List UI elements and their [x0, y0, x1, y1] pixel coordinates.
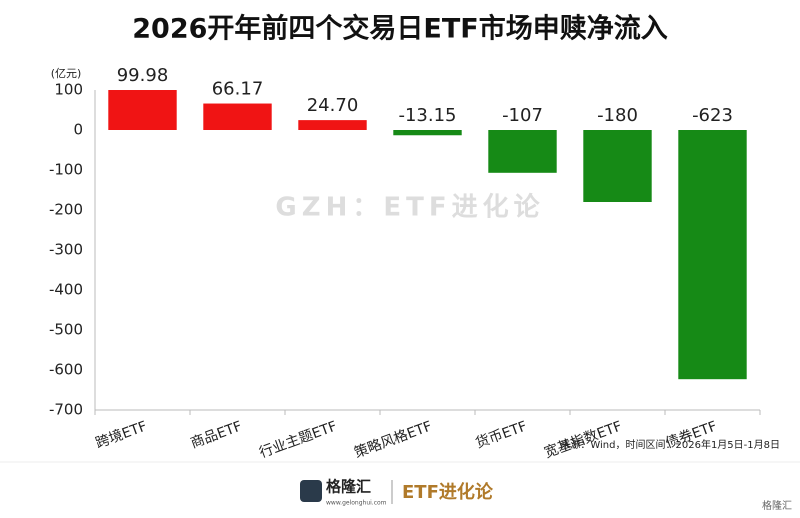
data-label: -180 — [597, 105, 638, 126]
footer-brand: ETF进化论 — [402, 481, 494, 503]
data-label: 99.98 — [117, 65, 169, 86]
bar — [298, 120, 367, 130]
y-tick-label: 100 — [54, 81, 83, 99]
bar — [583, 130, 652, 202]
data-label: -107 — [502, 105, 543, 126]
y-tick-label: -500 — [49, 321, 83, 339]
y-tick-label: -100 — [49, 161, 83, 179]
y-axis-unit: (亿元) — [51, 67, 82, 80]
y-tick-label: -700 — [49, 401, 83, 419]
bar — [678, 130, 747, 380]
footer-logo-icon — [300, 480, 322, 502]
bar — [488, 130, 557, 173]
y-tick-label: -400 — [49, 281, 83, 299]
footer-logo: 格隆汇 — [326, 478, 371, 496]
data-label: 24.70 — [307, 95, 359, 116]
bar — [203, 103, 272, 130]
y-tick-label: -200 — [49, 201, 83, 219]
bar — [393, 130, 462, 136]
data-label: -13.15 — [398, 105, 456, 126]
data-label: -623 — [692, 105, 733, 126]
y-tick-label: -600 — [49, 361, 83, 379]
bar — [108, 90, 177, 130]
y-tick-label: -300 — [49, 241, 83, 259]
data-label: 66.17 — [212, 79, 264, 100]
watermark: GZH：ETF进化论 — [275, 193, 544, 223]
chart-title: 2026开年前四个交易日ETF市场申赎净流入 — [132, 13, 667, 45]
y-tick-label: 0 — [73, 121, 83, 139]
footer-site: www.gelonghui.com — [326, 500, 387, 507]
corner-watermark: 格隆汇 — [762, 499, 792, 512]
source-note: 来源：Wind，时间区间：2026年1月5日-1月8日 — [560, 438, 780, 451]
